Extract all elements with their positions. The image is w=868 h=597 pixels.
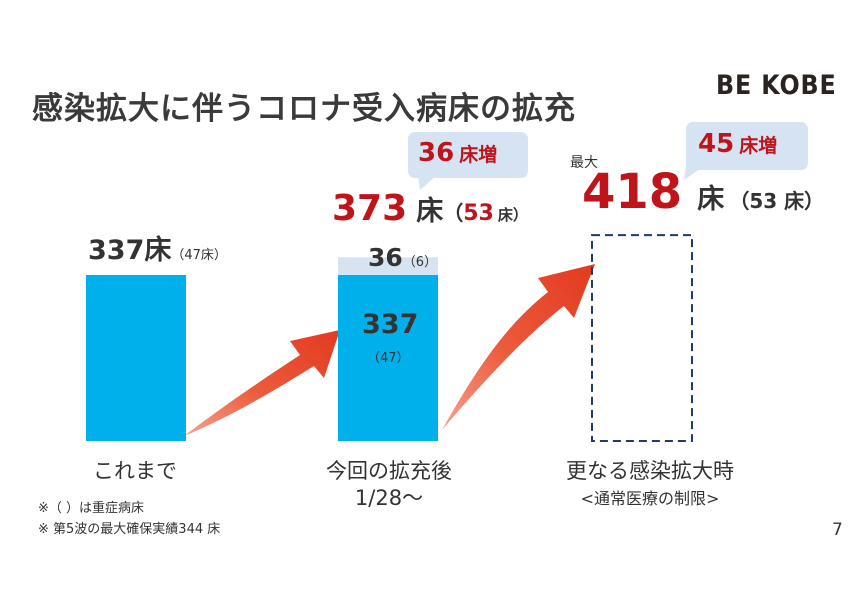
callout-increase-1: 36 床増 [408,132,528,190]
callout-2-unit: 床増 [739,135,778,157]
bar-2-total-sub-unit: 床） [497,206,528,224]
bar-2-add-value: 36 [368,243,403,272]
bar-3-total-unit: 床 [697,184,725,215]
callout-2-value: 45 [698,129,735,159]
bar-2-total: 373 床（53 床） [332,188,528,229]
callout-1-unit: 床増 [459,144,498,166]
callout-1-tail [418,176,436,190]
bar-2-add-label: 36（6） [368,243,437,272]
category-2: 今回の拡充後 1/28～ [314,458,464,512]
bar-1-value: 337床 [88,235,172,266]
callout-2-tail [684,166,704,180]
bar-2-base-severe: （47） [367,351,410,366]
logo: BE KOBE [716,70,837,101]
bar-1-base [86,275,186,441]
bar-3-max-label: 最大 [570,155,598,171]
bar-3-planned [591,234,693,442]
bar-1-value-label: 337床（47床） [88,228,227,267]
bar-2-base [338,275,438,441]
category-2-sublabel: 1/28～ [354,486,424,510]
arrow-2 [442,264,595,430]
callout-increase-2: 45 床増 [684,122,808,180]
category-3: 更なる感染拡大時 <通常医療の制限> [550,458,750,512]
note-2: ※ 第5波の最大確保実績344 床 [38,522,221,537]
bar-2-total-unit: 床 [416,196,444,227]
callout-1-value: 36 [418,138,455,168]
bar-2-total-value: 373 [332,188,408,229]
arrow-1 [184,330,340,436]
category-3-label: 更なる感染拡大時 [566,459,734,483]
bar-2-added [338,257,438,275]
category-1: これまで [60,458,210,485]
bar-2-base-value: 337 [362,309,419,340]
category-2-label: 今回の拡充後 [326,459,452,483]
bar-3-total-sub: （53 床） [729,189,825,213]
slide-title: 感染拡大に伴うコロナ受入病床の拡充 [32,91,576,127]
category-1-label: これまで [93,459,177,483]
bar-2-total-sub-value: 53 [463,201,494,226]
bar-2-add-severe: （6） [402,255,438,270]
page-number: 7 [832,520,843,540]
category-3-sublabel: <通常医療の制限> [580,489,720,508]
note-1: ※（ ）は重症病床 [38,501,145,516]
bar-2-total-sub-open: （ [443,201,464,225]
bar-3-total-value: 418 [582,164,683,220]
bar-1-severe: （47床） [171,248,227,263]
bar-3-total: 418 床 （53 床） [582,164,824,220]
